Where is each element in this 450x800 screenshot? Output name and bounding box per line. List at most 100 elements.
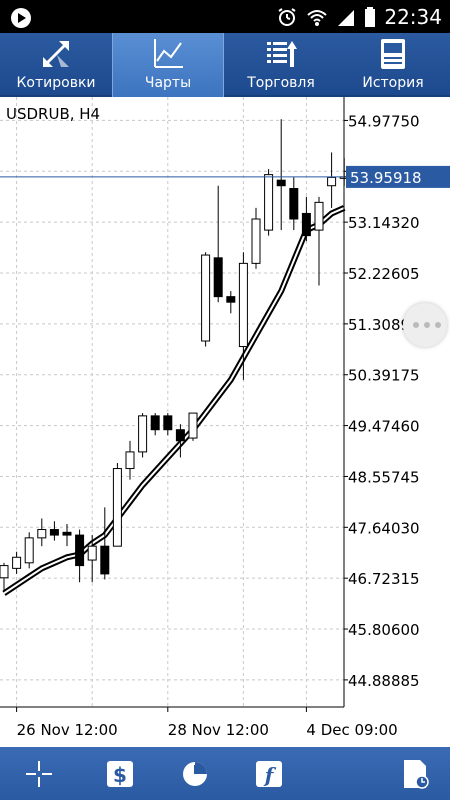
candle	[251, 207, 261, 269]
tab-charts[interactable]: Чарты	[112, 33, 224, 97]
status-time: 22:34	[384, 5, 442, 29]
candle	[301, 196, 311, 242]
candle	[100, 507, 110, 580]
symbol-label: USDRUB, H4	[6, 105, 101, 123]
current-price-label: 53.95918	[350, 169, 422, 187]
quotes-icon	[43, 41, 69, 67]
price-axis-label: 45.80600	[348, 621, 420, 639]
candle	[138, 413, 148, 458]
candle-body	[87, 545, 97, 561]
trade-icon	[267, 41, 297, 67]
price-axis-label: 46.72315	[348, 570, 420, 588]
price-axis-label: 51.30890	[348, 316, 420, 334]
chart-icon	[154, 39, 183, 68]
candle	[201, 252, 211, 347]
candle	[62, 524, 72, 547]
candle-body	[150, 415, 160, 431]
tab-charts-label: Чарты	[144, 75, 192, 91]
candle	[0, 562, 9, 591]
crosshair-icon[interactable]	[22, 757, 56, 791]
candle	[213, 185, 223, 303]
candle	[125, 440, 135, 480]
candle-body	[175, 429, 185, 442]
candle-body	[125, 451, 135, 470]
candle-body	[301, 212, 311, 237]
dollar-icon[interactable]: $	[103, 757, 137, 791]
candle	[264, 169, 274, 236]
price-axis-label: 54.97750	[348, 112, 420, 130]
svg-text:$: $	[113, 763, 127, 787]
candle-body	[264, 174, 274, 231]
main-tab-bar: Котировки Чарты Торговля История	[0, 33, 450, 97]
candle	[87, 535, 97, 583]
candle-body	[163, 415, 173, 431]
candle-body	[49, 529, 59, 536]
candle	[163, 413, 173, 436]
candle	[289, 177, 299, 231]
candle	[75, 529, 85, 583]
candle	[49, 521, 59, 541]
battery-icon	[365, 7, 376, 27]
price-axis-label: 48.55745	[348, 468, 420, 486]
candle	[112, 463, 122, 547]
tab-history[interactable]: История	[337, 33, 449, 97]
price-chart[interactable]: 54.9775054.0603553.1432052.2260551.30890…	[0, 97, 450, 747]
candle-body	[0, 565, 9, 579]
chart-toolbar: $ f	[0, 747, 450, 800]
wifi-icon	[307, 10, 328, 26]
indicators-icon[interactable]: f	[252, 757, 286, 791]
objects-icon[interactable]	[398, 757, 432, 791]
price-axis-label: 52.22605	[348, 265, 420, 283]
candle	[24, 532, 34, 569]
price-axis-label: 50.39175	[348, 367, 420, 385]
price-axis-label: 53.14320	[348, 214, 420, 232]
candle-body	[100, 545, 110, 575]
candle	[150, 413, 160, 436]
price-axis-label: 47.64030	[348, 519, 420, 537]
candle-body	[37, 529, 47, 539]
candle	[327, 152, 337, 208]
history-icon	[381, 39, 405, 69]
chart-scroll-button[interactable]	[403, 303, 447, 347]
price-axis-label: 44.88885	[348, 672, 420, 690]
svg-text:f: f	[263, 763, 277, 787]
alarm-icon	[278, 8, 296, 26]
candle-body	[213, 257, 223, 298]
time-axis-label: 26 Nov 12:00	[17, 721, 118, 739]
candle	[314, 196, 324, 286]
price-axis-label: 49.47460	[348, 418, 420, 436]
candle-body	[314, 201, 324, 231]
status-bar: 22:34	[0, 0, 450, 33]
moving-average-line-inner	[3, 206, 345, 595]
play-icon	[11, 8, 31, 28]
candle-body	[201, 254, 211, 342]
candle-body	[238, 262, 248, 348]
candle-body	[112, 468, 122, 547]
candle-body	[251, 218, 261, 264]
candle-body	[276, 179, 286, 187]
candle	[37, 518, 47, 547]
tab-quotes[interactable]: Котировки	[0, 33, 112, 97]
candle-body	[24, 537, 34, 564]
candle-body	[75, 534, 85, 567]
candle-body	[226, 296, 236, 303]
tab-quotes-label: Котировки	[16, 75, 96, 91]
tab-trade-label: Торговля	[247, 75, 315, 91]
period-icon[interactable]	[178, 757, 212, 791]
candlestick-chart[interactable]: 54.9775054.0603553.1432052.2260551.30890…	[0, 97, 450, 747]
candle	[175, 424, 185, 458]
candle	[226, 291, 236, 314]
candle-body	[289, 188, 299, 220]
time-axis-label: 4 Dec 09:00	[306, 721, 397, 739]
candle	[12, 551, 22, 574]
candle	[238, 252, 248, 380]
candle-body	[62, 531, 72, 536]
candle-body	[327, 176, 337, 187]
candle-body	[188, 412, 198, 439]
candle	[276, 119, 286, 231]
signal-icon	[338, 10, 355, 26]
candle-body	[12, 556, 22, 569]
candle-body	[138, 415, 148, 453]
tab-trade[interactable]: Торговля	[225, 33, 337, 97]
current-price-box	[346, 165, 450, 188]
